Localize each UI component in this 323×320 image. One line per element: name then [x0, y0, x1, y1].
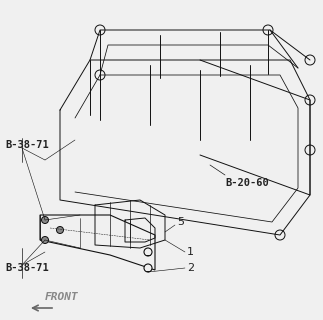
Circle shape [41, 217, 48, 223]
Text: B-38-71: B-38-71 [5, 140, 49, 150]
Text: B-20-60: B-20-60 [225, 178, 269, 188]
Text: 2: 2 [187, 263, 194, 273]
Text: 5: 5 [177, 217, 184, 227]
Text: 1: 1 [187, 247, 194, 257]
Text: B-38-71: B-38-71 [5, 263, 49, 273]
Circle shape [41, 236, 48, 244]
Circle shape [57, 227, 64, 234]
Circle shape [144, 264, 152, 272]
Circle shape [144, 248, 152, 256]
Text: FRONT: FRONT [45, 292, 79, 302]
